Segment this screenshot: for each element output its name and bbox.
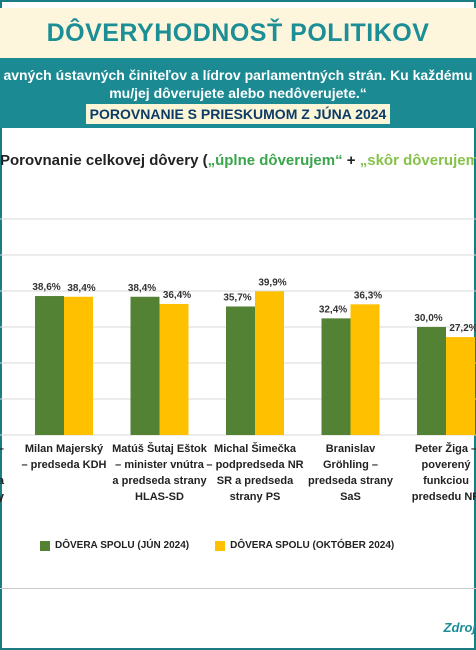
bar-october [159, 303, 189, 435]
category-label: – podpredseda NR [206, 459, 303, 471]
category-label: Gröhling – [323, 459, 378, 471]
bar-october [350, 304, 380, 435]
comparison-label: POROVNANIE S PRIESKUMOM Z JÚNA 2024 [85, 104, 391, 124]
data-label-october: 36,3% [354, 290, 382, 301]
category-label: – predseda KDH [22, 459, 107, 471]
data-label-june: 38,6% [32, 282, 60, 293]
bar-october [64, 296, 93, 435]
data-label-june: 32,4% [319, 304, 347, 315]
question-line-2: mu/jej dôverujete alebo nedôverujete.“ [109, 85, 367, 101]
category-label: Peter Žiga – [415, 442, 476, 455]
chart-subtitle: Porovnanie celkovej dôvery („úplne dôver… [0, 152, 476, 169]
data-label-june: 30,0% [414, 313, 442, 324]
subtitle-plus: + [342, 152, 360, 169]
category-label: funkciou [423, 475, 469, 487]
source-note: Zdroj [443, 620, 476, 635]
category-label: poverený [422, 459, 472, 471]
chart-legend: DÔVERA SPOLU (JÚN 2024) DÔVERA SPOLU (OK… [40, 540, 476, 551]
subtitle-prefix: Porovnanie celkovej dôvery ( [0, 152, 208, 169]
bar-chart: – y a y 38,6% 38,4% Milan Majerský – predseda … [0, 218, 476, 503]
legend-swatch-june [40, 540, 50, 551]
data-label-october: 27,2% [449, 323, 476, 334]
category-label: strany PS [230, 491, 281, 503]
bar-october [255, 291, 284, 435]
data-label-june: 38,4% [128, 283, 156, 294]
page-title: DÔVERYHODNOSŤ POLITIKOV [46, 18, 430, 47]
data-label-june: 35,7% [223, 292, 251, 303]
category-label-cut: – [0, 443, 4, 455]
title-bar: DÔVERYHODNOSŤ POLITIKOV [0, 8, 476, 58]
category-label: – minister vnútra [115, 459, 205, 471]
legend-item-october: DÔVERA SPOLU (OKTÓBER 2024) [215, 540, 394, 551]
category-label-cut: y [0, 491, 5, 503]
category-label: predseda strany [308, 475, 394, 487]
category-label: SaS [340, 491, 361, 503]
subtitle-term-fully-trust: „úplne dôverujem“ [207, 152, 343, 169]
bar-june [417, 327, 446, 435]
bar-june [321, 318, 351, 435]
category-label: Milan Majerský [25, 443, 104, 455]
data-label-october: 38,4% [67, 283, 95, 294]
category-label: SR a predseda [217, 475, 294, 487]
bar-october [446, 337, 475, 435]
category-label: HLAS-SD [135, 491, 184, 503]
bar-june [35, 296, 64, 435]
legend-item-june: DÔVERA SPOLU (JÚN 2024) [40, 540, 189, 551]
data-label-october: 36,4% [163, 290, 191, 301]
category-label: Matúš Šutaj Eštok [112, 442, 208, 455]
question-line-1: avných ústavných činiteľov a lídrov parl… [3, 67, 473, 83]
legend-label-october: DÔVERA SPOLU (OKTÓBER 2024) [230, 540, 395, 551]
bar-june [226, 306, 255, 435]
question-box: avných ústavných činiteľov a lídrov parl… [0, 58, 476, 128]
subtitle-term-rather-trust: „skôr dôverujem“ [359, 152, 476, 169]
category-label: Branislav [326, 443, 376, 455]
legend-swatch-october [215, 540, 226, 551]
category-label: predsedu NR [412, 491, 476, 503]
legend-label-june: DÔVERA SPOLU (JÚN 2024) [55, 540, 190, 551]
bar-june [130, 296, 160, 435]
category-label: a predseda strany [112, 475, 207, 487]
category-label-cut: y a [0, 475, 5, 487]
category-label: Michal Šimečka [214, 442, 297, 455]
data-label-october: 39,9% [258, 277, 286, 288]
footer-divider [0, 588, 476, 589]
